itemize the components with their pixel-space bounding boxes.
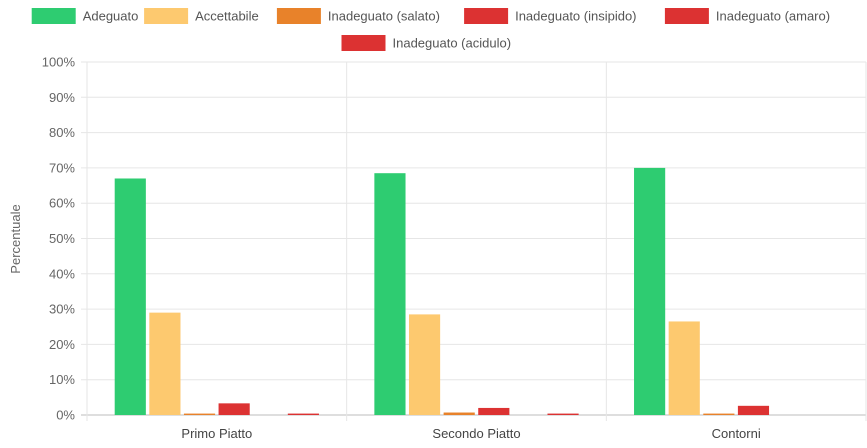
y-tick-label: 100% <box>42 55 76 70</box>
y-tick-label: 60% <box>49 196 75 211</box>
y-tick-label: 70% <box>49 160 75 175</box>
bar-2-1 <box>149 312 181 415</box>
bar-2-2 <box>408 314 441 415</box>
legend-swatch-3 <box>276 8 321 24</box>
bar-3-1 <box>183 413 216 415</box>
bar-3-2 <box>443 412 475 415</box>
x-tick-label: Contorni <box>712 426 761 441</box>
x-tick-label: Secondo Piatto <box>432 426 520 441</box>
bar-6-2 <box>547 413 579 415</box>
legend-swatch-4 <box>464 8 509 24</box>
bar-4-1 <box>218 403 250 415</box>
legend-label: Inadeguato (insipido) <box>515 9 636 24</box>
legend-label: Adeguato <box>83 9 139 24</box>
y-tick-label: 30% <box>49 302 75 317</box>
y-tick-label: 40% <box>49 266 75 281</box>
y-tick-label: 20% <box>49 337 75 352</box>
bar-6-1 <box>287 413 319 415</box>
y-axis-title: Percentuale <box>8 204 23 273</box>
legend-label: Inadeguato (acidulo) <box>393 36 512 51</box>
bar-3-3 <box>703 413 735 415</box>
legend-swatch-1 <box>31 8 76 24</box>
bar-4-3 <box>737 405 770 415</box>
y-tick-label: 0% <box>56 408 75 423</box>
legend-swatch-2 <box>144 8 189 24</box>
legend-label: Accettabile <box>195 9 259 24</box>
y-tick-label: 50% <box>49 231 75 246</box>
bar-4-2 <box>478 407 510 415</box>
bar-1-1 <box>114 178 146 415</box>
legend-swatch-6 <box>341 35 386 51</box>
y-tick-label: 90% <box>49 90 75 105</box>
bar-1-2 <box>374 173 406 415</box>
x-tick-label: Primo Piatto <box>181 426 252 441</box>
legend-label: Inadeguato (amaro) <box>716 9 830 24</box>
legend-label: Inadeguato (salato) <box>328 9 440 24</box>
legend-swatch-5 <box>664 8 709 24</box>
bar-2-3 <box>668 321 700 415</box>
y-tick-label: 10% <box>49 372 75 387</box>
bar-1-3 <box>634 167 666 415</box>
y-tick-label: 80% <box>49 125 75 140</box>
